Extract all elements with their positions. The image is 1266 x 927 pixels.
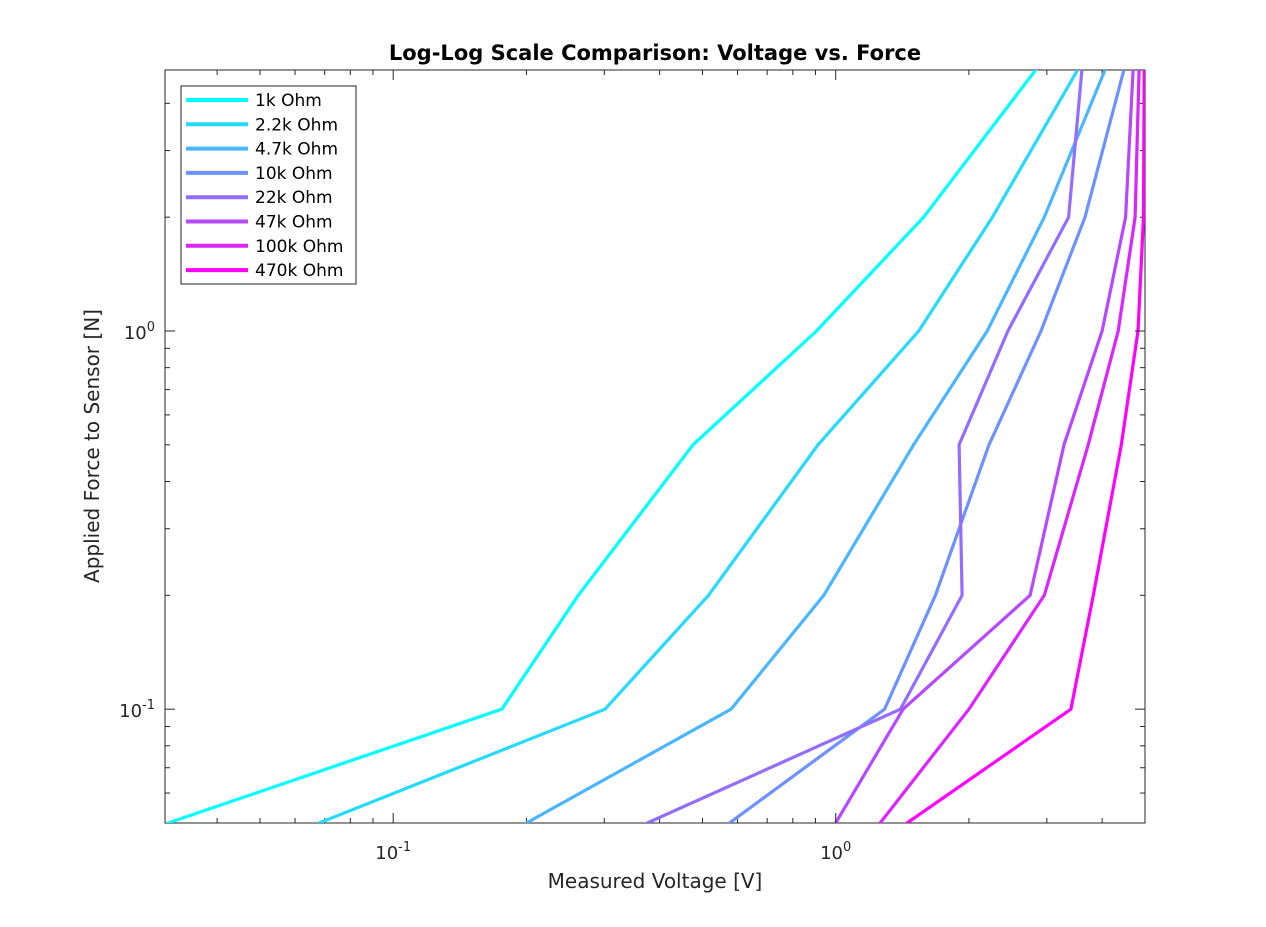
legend-label: 100k Ohm [255,237,343,257]
series-line-3 [727,70,1126,823]
legend-label: 470k Ohm [255,261,343,281]
legend-label: 1k Ohm [255,91,322,111]
legend-label: 47k Ohm [255,213,333,233]
x-axis-label: Measured Voltage [V] [548,869,763,893]
x-tick-label: 100 [820,840,851,864]
x-tick-labels: 10-1 100 [375,840,851,864]
y-tick-label: 10-1 [119,698,155,722]
legend-label: 22k Ohm [255,188,333,208]
series-line-0 [166,70,1038,823]
legend-box [180,85,357,285]
series-line-5 [834,70,1135,823]
legend: 1k Ohm 2.2k Ohm 4.7k Ohm 10k Ohm 22k Ohm 47k … [180,85,357,285]
legend-label: 2.2k Ohm [255,115,338,135]
series-line-6 [878,70,1141,823]
legend-entries: 1k Ohm 2.2k Ohm 4.7k Ohm 10k Ohm 22k Ohm 47k … [186,91,343,281]
series-lines [166,70,1145,823]
series-line-1 [317,70,1080,823]
series-line-2 [524,70,1107,823]
x-tick-label: 10-1 [375,840,411,864]
chart-title: Log-Log Scale Comparison: Voltage vs. Fo… [389,41,921,65]
y-tick-labels: 10-1 100 [119,320,155,722]
y-axis-label: Applied Force to Sensor [N] [80,309,104,583]
legend-label: 4.7k Ohm [255,140,338,160]
legend-label: 10k Ohm [255,164,333,184]
major-ticks [165,70,1145,823]
series-line-7 [905,70,1145,823]
series-line-4 [645,70,1084,823]
y-tick-label: 100 [124,320,155,344]
